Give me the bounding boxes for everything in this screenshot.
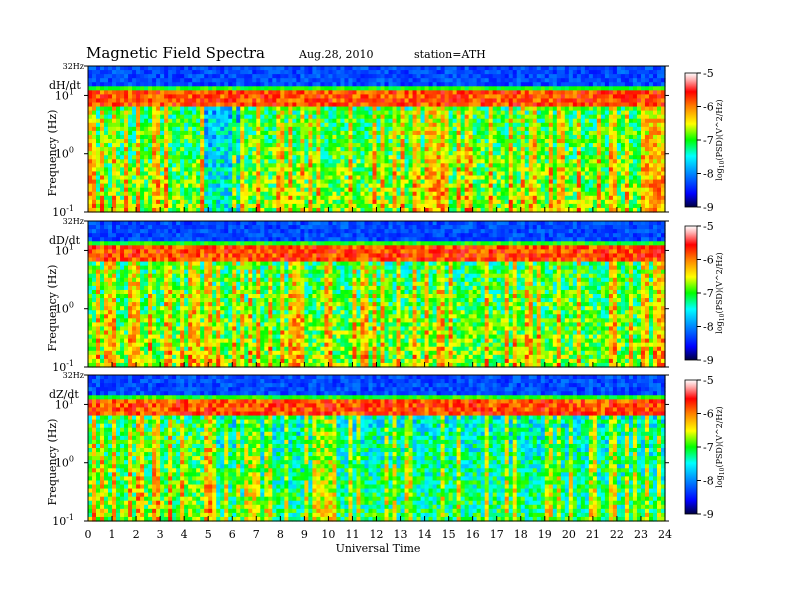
colorbar-tick-label: -5 — [703, 67, 714, 80]
time-axis: 0 1 2 3 4 5 6 7 8 9 10 11 12 13 14 15 16 17 18 19 20 21 22 23 24 — [85, 528, 673, 541]
y-tick-exponent: -1 — [66, 359, 74, 368]
x-tick-label: 22 — [610, 528, 624, 541]
panel-component-label: dH/dt — [49, 79, 81, 92]
colorbar-1: -5 -6 -7 -8 -9 log10(PSD)(V^2/Hz) — [684, 67, 726, 214]
y-tick-label: 101 — [55, 396, 74, 411]
colorbar-tick-label: -6 — [703, 101, 714, 114]
colorbar-scale — [684, 72, 698, 208]
colorbar-tick-label: -9 — [703, 354, 714, 367]
x-tick-label: 14 — [418, 528, 432, 541]
y-tick-exponent: 1 — [69, 242, 74, 251]
x-tick-label: 6 — [229, 528, 236, 541]
spectrogram-texture — [88, 66, 666, 213]
x-tick-label: 24 — [658, 528, 672, 541]
colorbar-label: log10(PSD)(V^2/Hz) — [715, 252, 726, 333]
y-tick-exponent: 0 — [69, 146, 74, 155]
colorbar-tick-label: -5 — [703, 374, 714, 387]
panel-2: dD/dt Frequency (Hz) 32Hz 101 100 1 0 -1 — [46, 217, 669, 374]
colorbar-tick-label: -8 — [703, 321, 714, 334]
x-tick-label: 23 — [634, 528, 648, 541]
y-tick-label: 100 — [55, 455, 74, 470]
colorbar-tick-label: -5 — [703, 220, 714, 233]
y-tick-label: 10-1 — [52, 513, 74, 528]
x-tick-label: 15 — [442, 528, 456, 541]
y-tick-label: 32Hz — [63, 217, 84, 226]
x-tick-label: 2 — [133, 528, 140, 541]
x-tick-label: 20 — [562, 528, 576, 541]
colorbar-tick-label: -6 — [703, 254, 714, 267]
y-tick-label: 100 — [55, 146, 74, 161]
colorbar-label: log10(PSD)(V^2/Hz) — [715, 406, 726, 487]
y-tick-label: 32Hz — [63, 371, 84, 380]
x-tick-label: 9 — [301, 528, 308, 541]
panel-component-label: dZ/dt — [49, 388, 79, 401]
x-tick-label: 12 — [370, 528, 384, 541]
x-tick-label: 4 — [181, 528, 188, 541]
colorbar-tick-label: -7 — [703, 287, 714, 300]
colorbar-tick-label: -9 — [703, 201, 714, 214]
colorbar-3: -5 -6 -7 -8 -9 log10(PSD)(V^2/Hz) — [684, 374, 726, 521]
x-tick-label: 16 — [466, 528, 480, 541]
y-tick-exponent: 1 — [69, 396, 74, 405]
colorbar-label: log10(PSD)(V^2/Hz) — [715, 99, 726, 180]
y-axis-label: Frequency (Hz) — [46, 419, 59, 506]
x-tick-label: 8 — [277, 528, 284, 541]
colorbar-tick-label: -6 — [703, 408, 714, 421]
x-tick-label: 0 — [85, 528, 92, 541]
colorbar-tick-label: -9 — [703, 508, 714, 521]
panel-1: dH/dt Frequency (Hz) 32Hz 101 100 1 0 -1 — [46, 62, 669, 219]
figure-title: Magnetic Field Spectra — [86, 44, 265, 62]
panel-component-label: dD/dt — [49, 234, 81, 247]
y-tick-label: 100 — [55, 301, 74, 316]
spectrogram-texture — [88, 375, 666, 522]
y-tick-exponent: 0 — [69, 301, 74, 310]
y-tick-exponent: 1 — [69, 87, 74, 96]
x-tick-label: 10 — [321, 528, 335, 541]
x-tick-label: 21 — [586, 528, 600, 541]
x-tick-label: 5 — [205, 528, 212, 541]
spectrogram-texture — [88, 221, 666, 368]
x-tick-label: 17 — [490, 528, 504, 541]
colorbar-scale — [684, 225, 698, 361]
y-tick-exponent: -1 — [66, 204, 74, 213]
x-tick-label: 19 — [538, 528, 552, 541]
date-label: Aug.28, 2010 — [298, 48, 374, 61]
station-label: station=ATH — [414, 48, 486, 61]
colorbar-2: -5 -6 -7 -8 -9 log10(PSD)(V^2/Hz) — [684, 220, 726, 367]
x-tick-label: 11 — [345, 528, 359, 541]
y-tick-exponent: 0 — [69, 455, 74, 464]
colorbar-tick-label: -7 — [703, 134, 714, 147]
x-tick-label: 18 — [514, 528, 528, 541]
y-axis-label: Frequency (Hz) — [46, 110, 59, 197]
y-tick-label: 101 — [55, 242, 74, 257]
y-tick-label: 101 — [55, 87, 74, 102]
colorbar-tick-label: -8 — [703, 475, 714, 488]
x-tick-label: 1 — [109, 528, 116, 541]
x-axis-label: Universal Time — [336, 542, 421, 555]
y-axis-label: Frequency (Hz) — [46, 265, 59, 352]
x-tick-label: 3 — [157, 528, 164, 541]
colorbar-scale — [684, 379, 698, 515]
colorbars: -5 -6 -7 -8 -9 log10(PSD)(V^2/Hz) -5 -6 -7 -8 -9 lo… — [684, 67, 726, 521]
x-tick-label: 7 — [253, 528, 260, 541]
colorbar-tick-label: -7 — [703, 441, 714, 454]
colorbar-tick-label: -8 — [703, 168, 714, 181]
y-tick-label: 32Hz — [63, 62, 84, 71]
x-tick-label: 13 — [394, 528, 408, 541]
y-tick-exponent: -1 — [66, 513, 74, 522]
